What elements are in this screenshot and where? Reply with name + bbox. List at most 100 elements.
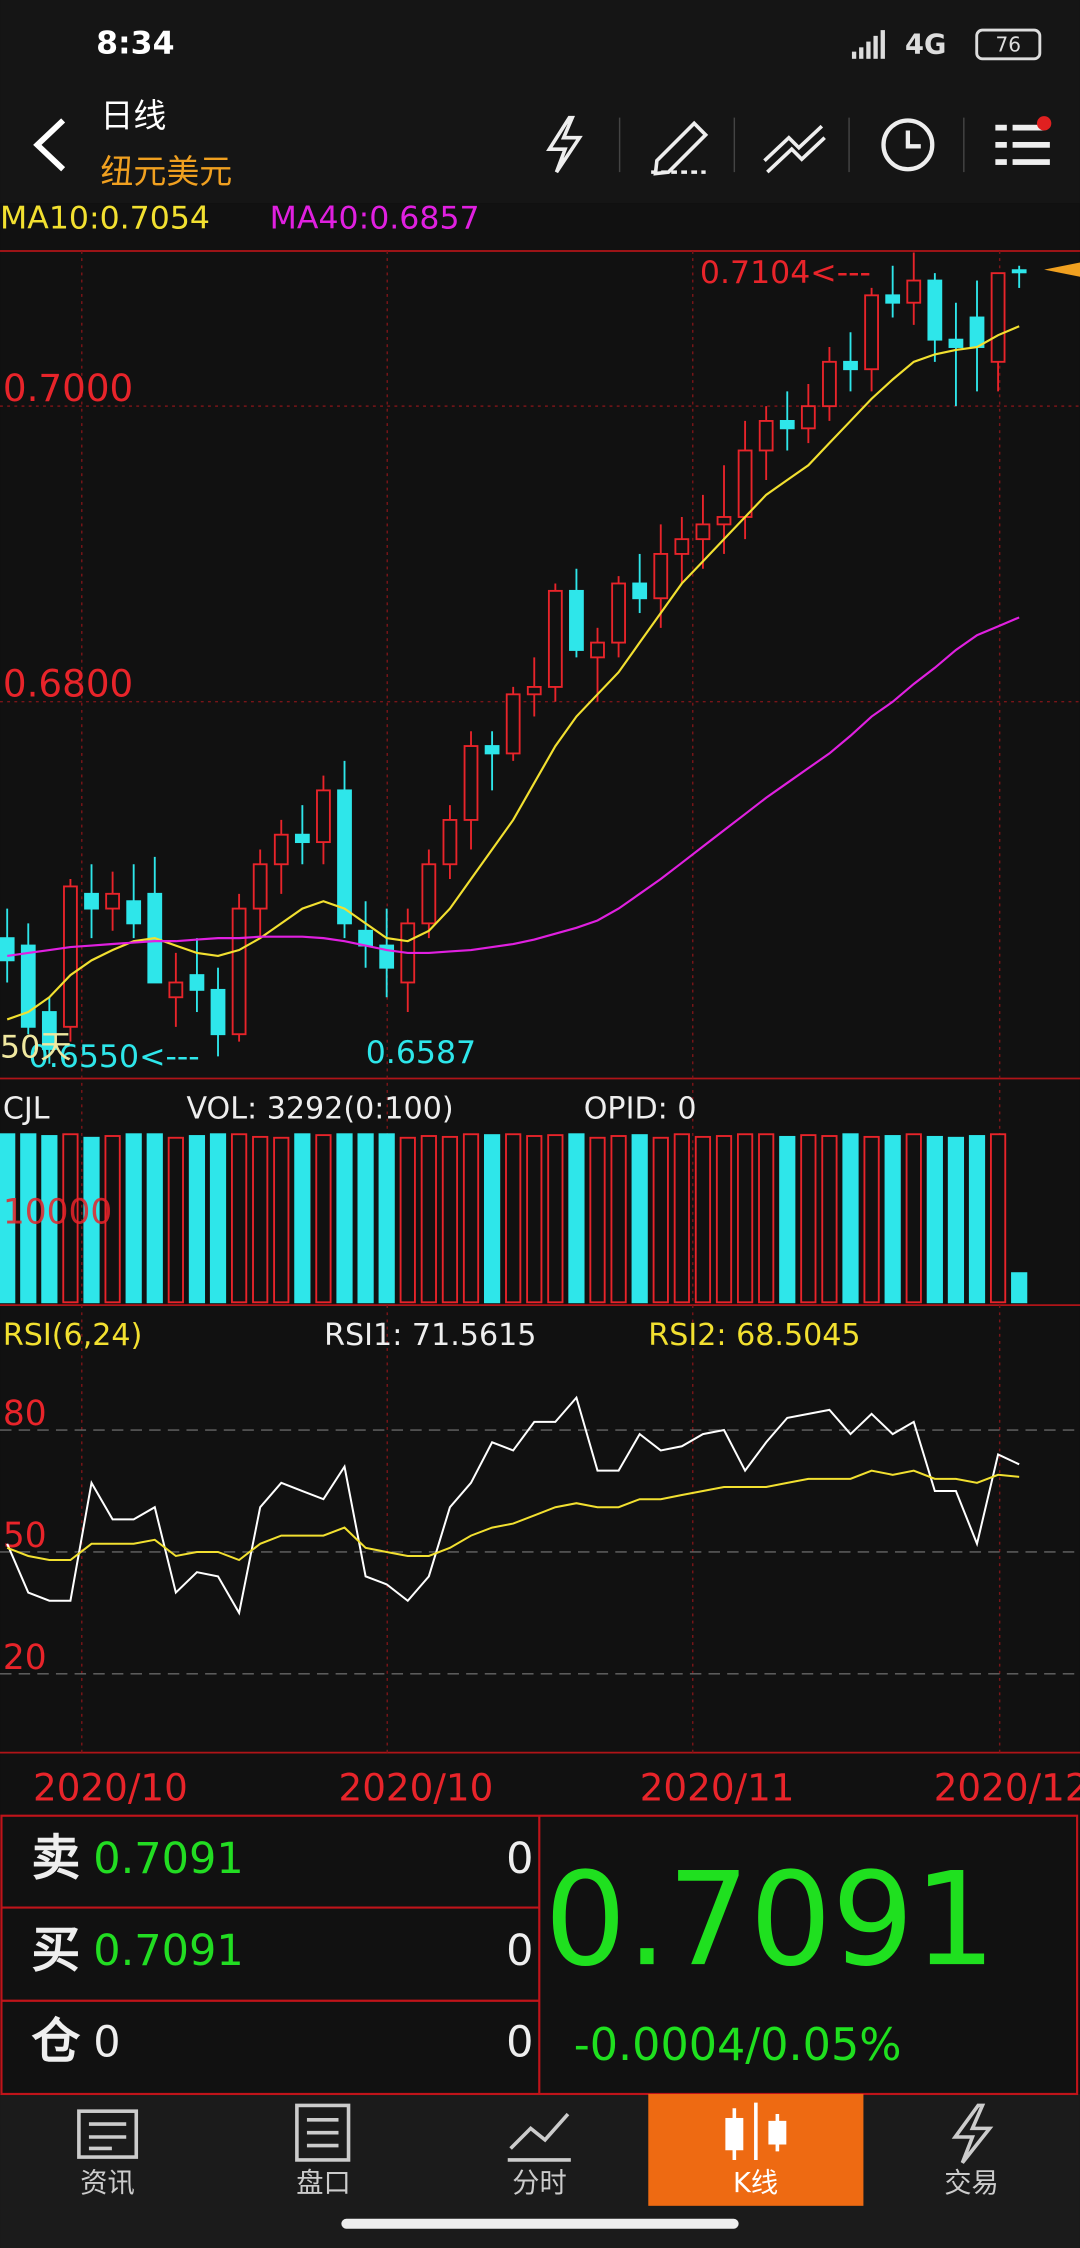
volume-header: OPID: 0: [584, 1092, 697, 1127]
candle-body: [547, 589, 563, 688]
volume-bar: [188, 1135, 206, 1304]
volume-bar: [0, 1133, 16, 1304]
price-annotation: 0.6550<---: [29, 1039, 200, 1075]
back-button[interactable]: [33, 118, 66, 172]
volume-bar: [758, 1133, 775, 1304]
home-indicator: [341, 2218, 739, 2229]
symbol-name: 纽元美元: [100, 152, 232, 191]
volume-bar: [336, 1133, 353, 1304]
candle-body: [358, 929, 373, 947]
nav-item[interactable]: 盘口: [296, 2168, 351, 2199]
nav-item[interactable]: K线: [733, 2168, 778, 2199]
volume-bar: [694, 1135, 712, 1304]
volume-bar: [62, 1133, 79, 1304]
candle-body: [653, 552, 669, 600]
volume-bar: [20, 1133, 37, 1304]
candle-body: [126, 900, 142, 925]
volume-bar: [146, 1133, 163, 1304]
volume-bar: [526, 1135, 543, 1304]
candle-body: [463, 745, 479, 821]
candle-body: [632, 582, 648, 600]
volume-bar: [842, 1133, 859, 1304]
volume-bar: [568, 1133, 585, 1304]
volume-bar: [104, 1135, 121, 1304]
candle-body: [20, 944, 36, 1028]
nav-item[interactable]: 交易: [944, 2168, 999, 2199]
page-title: 日线: [100, 96, 166, 135]
volume-bar: [884, 1135, 901, 1304]
rsi-header: RSI(6,24): [3, 1318, 142, 1353]
volume-bar: [926, 1135, 943, 1304]
volume-bar: [652, 1136, 669, 1304]
last-price: 0.7091: [544, 1845, 996, 1995]
volume-bar: [420, 1135, 437, 1304]
volume-bar: [167, 1136, 184, 1304]
nav-item[interactable]: 资讯: [80, 2168, 135, 2199]
candle-body: [758, 419, 774, 452]
candle-body: [927, 279, 943, 341]
volume-bar: [905, 1133, 922, 1304]
candle-body: [505, 693, 521, 755]
panel-borders: [0, 250, 1080, 1754]
quote-panel: [0, 1814, 1079, 2096]
volume-bar: [631, 1134, 648, 1304]
volume-bar: [41, 1135, 58, 1304]
price-annotation: 50天: [0, 1029, 72, 1065]
quote-row-qty: 0: [506, 1926, 533, 1976]
flash-icon[interactable]: [546, 115, 583, 174]
candle-body: [41, 1011, 57, 1050]
quote-row-label: 仓: [32, 2014, 81, 2070]
period-icon[interactable]: [881, 118, 935, 172]
menu-icon[interactable]: [995, 116, 1052, 165]
candle-body: [252, 863, 268, 910]
rsi-tick-label: 20: [3, 1638, 47, 1678]
quote-row-label: 买: [32, 1922, 81, 1978]
candle-body: [526, 685, 542, 696]
candle-body: [948, 338, 964, 348]
volume-bar: [441, 1135, 459, 1304]
nav-item[interactable]: 分时: [512, 2168, 567, 2199]
network-type: 4G: [905, 29, 946, 60]
x-axis-label: 2020/12: [934, 1765, 1080, 1809]
volume-bar: [863, 1135, 880, 1304]
candle-body: [695, 523, 711, 541]
volume-header: CJL: [3, 1092, 50, 1127]
volume-bar: [83, 1136, 100, 1304]
candle-body: [484, 745, 500, 755]
volume-bar: [1011, 1272, 1028, 1304]
draw-icon[interactable]: [651, 120, 709, 176]
x-axis-label: 2020/11: [640, 1765, 795, 1809]
volume-bar: [947, 1136, 965, 1304]
candle-body: [800, 405, 816, 430]
volume-bar: [673, 1133, 690, 1304]
volume-header: VOL: 3292(0:100): [186, 1092, 453, 1127]
volume-bar: [610, 1135, 627, 1304]
rsi-tick-label: 80: [3, 1394, 47, 1434]
candle-body: [1011, 269, 1027, 274]
rsi-line: [6, 1395, 1020, 1616]
volume-bar: [589, 1136, 606, 1304]
volume-bar: [483, 1134, 501, 1304]
candle-body: [421, 863, 437, 925]
volume-tick-label: 10000: [3, 1192, 112, 1232]
candle-body: [716, 516, 732, 526]
candle-body: [969, 316, 985, 348]
candle-body: [168, 981, 184, 999]
candle-body: [843, 360, 858, 371]
volume-bar: [273, 1136, 290, 1304]
candle-body: [779, 419, 795, 430]
quote-row-price: 0: [93, 2018, 120, 2068]
indicator-icon[interactable]: [763, 124, 826, 174]
ma-line: [7, 616, 1020, 957]
x-axis-label: 2020/10: [339, 1765, 494, 1809]
y-tick-label: 0.7000: [3, 366, 133, 410]
status-time: 8:34: [96, 25, 174, 61]
quote-row-price: 0.7091: [93, 1926, 244, 1976]
candle-body: [273, 833, 289, 866]
volume-bar: [989, 1133, 1007, 1304]
rsi-line: [6, 1469, 1020, 1562]
candle-body: [906, 279, 922, 304]
candle-body: [822, 360, 837, 408]
candle-body: [885, 294, 901, 304]
